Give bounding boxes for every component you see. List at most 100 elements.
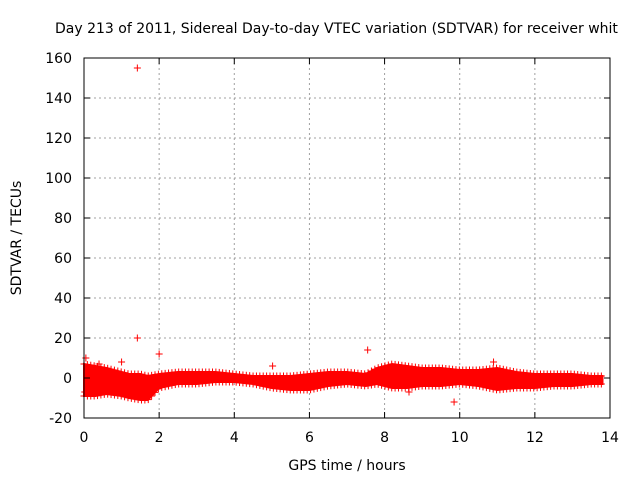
y-tick-label: 0 [63, 371, 72, 387]
data-point [127, 394, 135, 402]
data-point [114, 367, 122, 375]
data-point [137, 370, 145, 378]
data-point [266, 384, 274, 392]
x-tick-label: 0 [80, 430, 89, 446]
x-tick-label: 8 [380, 430, 389, 446]
data-point [161, 383, 169, 391]
data-point [124, 394, 132, 402]
y-tick-label: 100 [45, 171, 72, 187]
data-point [374, 364, 382, 372]
data-point [97, 391, 105, 399]
data-point [489, 385, 497, 393]
data-point [94, 362, 102, 370]
data-point [317, 384, 325, 392]
data-point [158, 383, 166, 391]
data-point [597, 372, 605, 380]
data-point [482, 384, 490, 392]
data-point [378, 363, 386, 371]
data-point [148, 371, 156, 379]
data-point [367, 367, 375, 375]
x-tick-label: 4 [230, 430, 239, 446]
data-point [144, 396, 152, 404]
data-point [367, 381, 375, 389]
data-point [87, 361, 95, 369]
data-point [107, 365, 115, 373]
data-point [378, 381, 386, 389]
data-point [499, 365, 507, 373]
data-points [80, 64, 605, 406]
plot-frame [83, 57, 611, 419]
y-tick-label: 160 [45, 51, 72, 67]
y-tick-label: 20 [54, 331, 72, 347]
data-point [249, 380, 257, 388]
data-point [83, 361, 91, 369]
data-point [110, 366, 118, 374]
y-tick-labels: -20 0 20 40 60 80 100 120 140 160 [45, 51, 72, 427]
data-point [118, 358, 126, 366]
data-point [171, 381, 179, 389]
data-point [307, 386, 315, 394]
data-point [97, 363, 105, 371]
data-point [131, 395, 139, 403]
data-point [151, 371, 159, 379]
data-point [364, 369, 372, 377]
data-point [450, 398, 458, 406]
data-point [476, 382, 484, 390]
data-point [121, 393, 129, 401]
data-point [82, 354, 90, 362]
data-point [133, 334, 141, 342]
y-axis-label: SDTVAR / TECUs [9, 181, 25, 296]
data-point [506, 367, 514, 375]
data-point [597, 380, 605, 388]
data-point [141, 371, 149, 379]
data-point [486, 384, 494, 392]
data-point [371, 365, 379, 373]
data-point [117, 368, 125, 376]
data-point [151, 388, 159, 396]
sdtvar-band [83, 362, 604, 401]
axis-ticks [83, 57, 611, 419]
x-tick-label: 10 [451, 430, 469, 446]
data-point [81, 388, 89, 396]
y-tick-label: 140 [45, 91, 72, 107]
data-point [155, 350, 163, 358]
data-point [168, 381, 176, 389]
y-tick-label: 120 [45, 131, 72, 147]
x-tick-label: 6 [305, 430, 314, 446]
y-tick-label: 40 [54, 291, 72, 307]
data-point [144, 372, 152, 380]
data-point [381, 362, 389, 370]
data-point [313, 384, 321, 392]
data-point [384, 383, 392, 391]
data-band [83, 362, 604, 401]
y-tick-label: 80 [54, 211, 72, 227]
data-point [364, 382, 372, 390]
data-point [374, 380, 382, 388]
data-point [496, 365, 504, 373]
data-point [100, 364, 108, 372]
data-point [94, 392, 102, 400]
data-point [310, 385, 318, 393]
data-point [148, 392, 156, 400]
data-point [364, 346, 372, 354]
x-tick-label: 12 [526, 430, 544, 446]
data-point [90, 362, 98, 370]
chart-title: Day 213 of 2011, Sidereal Day-to-day VTE… [55, 21, 618, 37]
data-point [256, 381, 264, 389]
data-point [263, 383, 271, 391]
x-tick-label: 14 [601, 430, 619, 446]
data-point [381, 382, 389, 390]
y-tick-label: -20 [49, 411, 72, 427]
data-point [121, 369, 129, 377]
data-point [269, 362, 277, 370]
data-point [384, 361, 392, 369]
data-point [361, 370, 369, 378]
data-point [165, 382, 173, 390]
data-point [154, 385, 162, 393]
x-tick-label: 2 [155, 430, 164, 446]
data-point [259, 382, 267, 390]
data-point [490, 358, 498, 366]
data-point [133, 64, 141, 72]
data-point [509, 367, 517, 375]
